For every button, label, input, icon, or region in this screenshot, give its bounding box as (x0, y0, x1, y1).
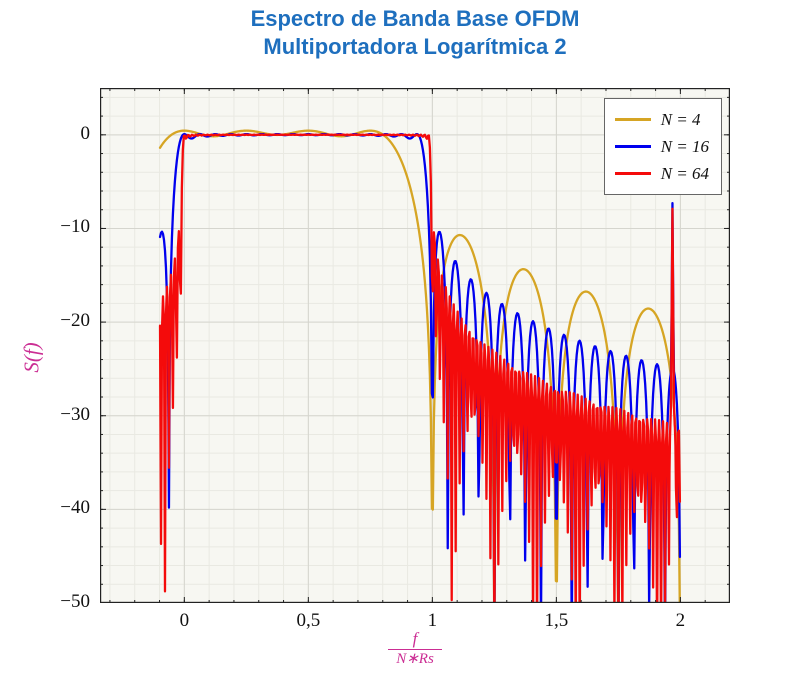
chart-title: Espectro de Banda Base OFDM Multiportado… (251, 5, 580, 61)
legend-label: N = 64 (660, 163, 709, 183)
legend-item: N = 16 (614, 133, 709, 160)
x-axis-label-denominator: N∗Rs (396, 651, 434, 668)
legend-line-swatch (614, 172, 651, 175)
legend-line-swatch (614, 145, 651, 148)
x-tick-label: 0,5 (296, 610, 321, 631)
x-axis-label-numerator: f (412, 629, 418, 648)
y-tick-label: −20 (60, 310, 90, 332)
y-tick-label: −40 (60, 497, 90, 519)
legend-item: N = 64 (614, 160, 709, 187)
chart-title-line2: Multiportadora Logarítmica 2 (263, 34, 567, 59)
x-axis-label: f N∗Rs (388, 630, 442, 668)
fraction-bar (388, 649, 442, 651)
x-tick-label: 2 (675, 610, 686, 631)
x-tick-label: 0 (179, 610, 190, 631)
y-axis-label: S(f) (19, 342, 44, 373)
chart-title-line1: Espectro de Banda Base OFDM (250, 6, 580, 31)
legend: N = 4 N = 16 N = 64 (603, 98, 722, 195)
legend-label: N = 16 (660, 136, 709, 156)
y-tick-label: −30 (60, 403, 90, 425)
y-tick-label: −50 (60, 591, 90, 612)
legend-line-swatch (614, 118, 651, 121)
y-tick-label: −10 (60, 216, 90, 238)
x-tick-label: 1 (427, 610, 438, 631)
x-tick-label: 1,5 (544, 610, 569, 631)
y-tick-label: 0 (80, 122, 91, 144)
legend-item: N = 4 (614, 106, 709, 133)
plot-area: N = 4 N = 16 N = 64 (100, 88, 730, 603)
legend-label: N = 4 (660, 109, 701, 129)
